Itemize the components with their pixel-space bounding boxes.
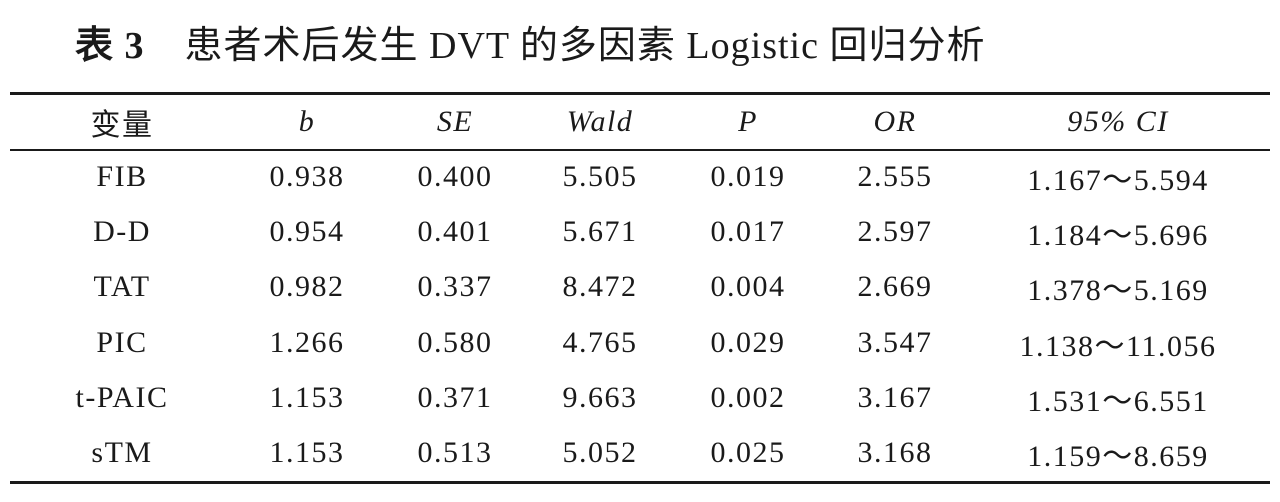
data-cell: 3.168 [857, 436, 933, 469]
row-label: D-D [93, 215, 151, 249]
data-cell: 5.505 [562, 160, 638, 193]
data-cell: 5.052 [562, 436, 638, 469]
table-title: 表 3 患者术后发生 DVT 的多因素 Logistic 回归分析 [75, 14, 985, 69]
data-cell: 5.671 [562, 215, 638, 249]
data-cell: 0.019 [710, 160, 786, 193]
data-cell: 3.547 [857, 325, 933, 359]
data-cell: 0.954 [269, 215, 345, 249]
row-label: FIB [96, 160, 148, 193]
header-rule [10, 149, 1270, 151]
data-cell: 8.472 [562, 270, 638, 304]
data-cell: 1.167～5.594 [1027, 164, 1209, 197]
data-cell: 4.765 [562, 325, 638, 359]
bottom-rule [10, 481, 1270, 484]
header-cell: P [738, 105, 758, 138]
header-cell: 95% CI [1067, 105, 1169, 138]
data-cell: 0.401 [417, 215, 493, 249]
data-cell: 3.167 [857, 380, 933, 414]
data-cell: 0.513 [417, 436, 493, 469]
data-cell: 0.025 [710, 436, 786, 469]
data-cell: 1.266 [269, 325, 345, 359]
data-cell: 0.002 [710, 380, 786, 414]
data-cell: 0.004 [710, 270, 786, 304]
title-text: 患者术后发生 DVT 的多因素 Logistic 回归分析 [184, 25, 986, 67]
top-rule [10, 92, 1270, 95]
row-label: t-PAIC [75, 380, 169, 414]
row-label: TAT [93, 270, 151, 304]
row-label: sTM [91, 436, 153, 469]
data-cell: 0.580 [417, 325, 493, 359]
data-cell: 9.663 [562, 380, 638, 414]
header-cell: b [298, 105, 316, 138]
data-cell: 1.153 [269, 436, 345, 469]
header-cell: OR [873, 105, 917, 138]
data-cell: 0.371 [417, 380, 493, 414]
data-cell: 0.029 [710, 325, 786, 359]
header-cell: Wald [566, 105, 634, 138]
table-number: 表 3 [75, 25, 145, 67]
data-cell: 2.669 [857, 270, 933, 304]
data-cell: 1.378～5.169 [1027, 274, 1209, 308]
data-cell: 2.597 [857, 215, 933, 249]
data-cell: 2.555 [857, 160, 933, 193]
data-cell: 0.400 [417, 160, 493, 193]
data-cell: 1.184～5.696 [1027, 219, 1209, 253]
data-cell: 1.531～6.551 [1027, 384, 1209, 418]
header-cell: SE [436, 105, 474, 138]
data-cell: 0.017 [710, 215, 786, 249]
header-cell: 变量 [90, 109, 154, 142]
data-cell: 1.153 [269, 380, 345, 414]
data-cell: 1.138～11.056 [1019, 329, 1217, 363]
row-label: PIC [96, 325, 148, 359]
data-cell: 0.337 [417, 270, 493, 304]
data-cell: 1.159～8.659 [1027, 440, 1209, 473]
data-cell: 0.982 [269, 270, 345, 304]
data-cell: 0.938 [269, 160, 345, 193]
